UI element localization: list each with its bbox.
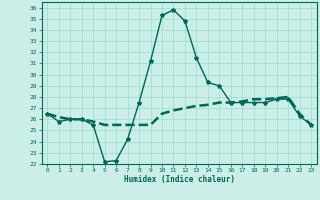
X-axis label: Humidex (Indice chaleur): Humidex (Indice chaleur): [124, 175, 235, 184]
